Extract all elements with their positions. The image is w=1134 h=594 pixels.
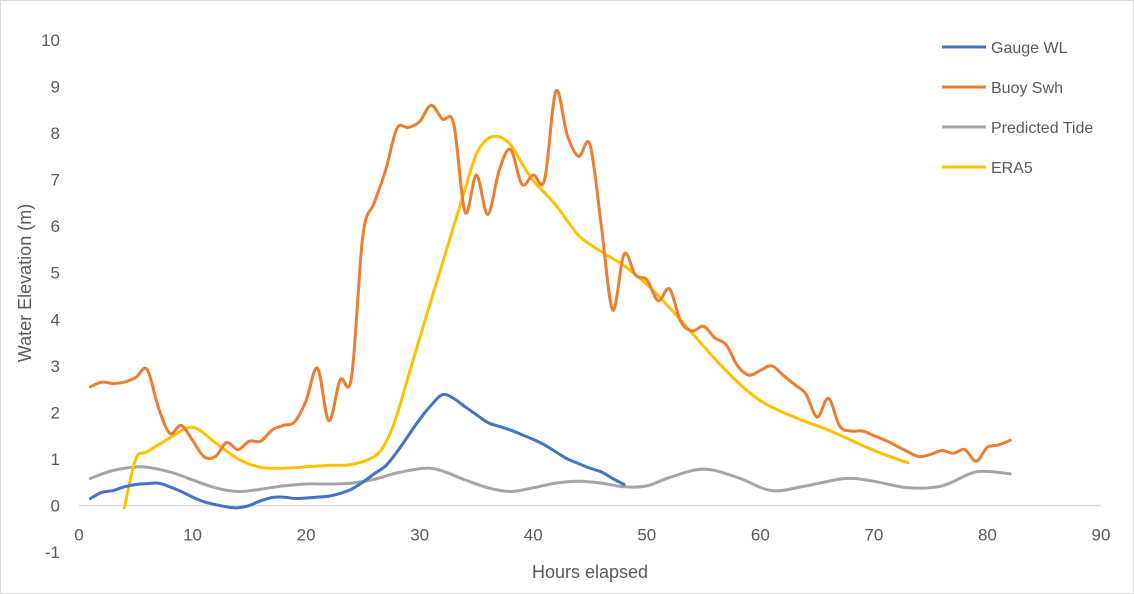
legend-label-buoy-swh: Buoy Swh [991, 80, 1063, 97]
y-tick-label: 0 [51, 496, 60, 515]
y-tick-label: 2 [51, 403, 60, 422]
y-tick-label: 8 [51, 124, 60, 143]
y-tick-label: -1 [45, 543, 60, 562]
y-tick-label: 4 [51, 310, 60, 329]
y-tick-label: 10 [41, 31, 60, 50]
y-tick-label: 5 [51, 264, 60, 283]
series-line-gauge-wl [88, 392, 626, 510]
x-tick-label: 40 [524, 525, 543, 544]
series-lines [88, 89, 1012, 510]
x-tick-label: 30 [410, 525, 429, 544]
y-tick-label: 3 [51, 357, 60, 376]
x-tick-label: 90 [1092, 525, 1111, 544]
tick-labels: -1 0 1 2 3 4 5 6 7 8 9 10 0 10 20 30 40 50 60 70 80 90 [41, 31, 1110, 562]
y-axis-title: Water Elevation (m) [15, 204, 35, 362]
x-axis-title: Hours elapsed [532, 562, 648, 582]
x-tick-label: 0 [74, 525, 83, 544]
x-tick-label: 10 [183, 525, 202, 544]
y-tick-label: 9 [51, 78, 60, 97]
x-tick-label: 20 [297, 525, 316, 544]
y-tick-label: 1 [51, 450, 60, 469]
x-tick-label: 50 [637, 525, 656, 544]
y-tick-label: 6 [51, 217, 60, 236]
x-tick-label: 80 [978, 525, 997, 544]
legend-label-predicted-tide: Predicted Tide [991, 120, 1093, 137]
series-line-predicted-tide [88, 465, 1012, 494]
x-tick-label: 70 [864, 525, 883, 544]
legend: Gauge WL Buoy Swh Predicted Tide ERA5 [942, 40, 1093, 177]
x-tick-label: 60 [751, 525, 770, 544]
series-line-era5 [122, 134, 910, 510]
legend-label-era5: ERA5 [991, 160, 1033, 177]
series-line-buoy-swh [88, 89, 1012, 463]
legend-label-gauge-wl: Gauge WL [991, 40, 1068, 57]
y-tick-label: 7 [51, 171, 60, 190]
